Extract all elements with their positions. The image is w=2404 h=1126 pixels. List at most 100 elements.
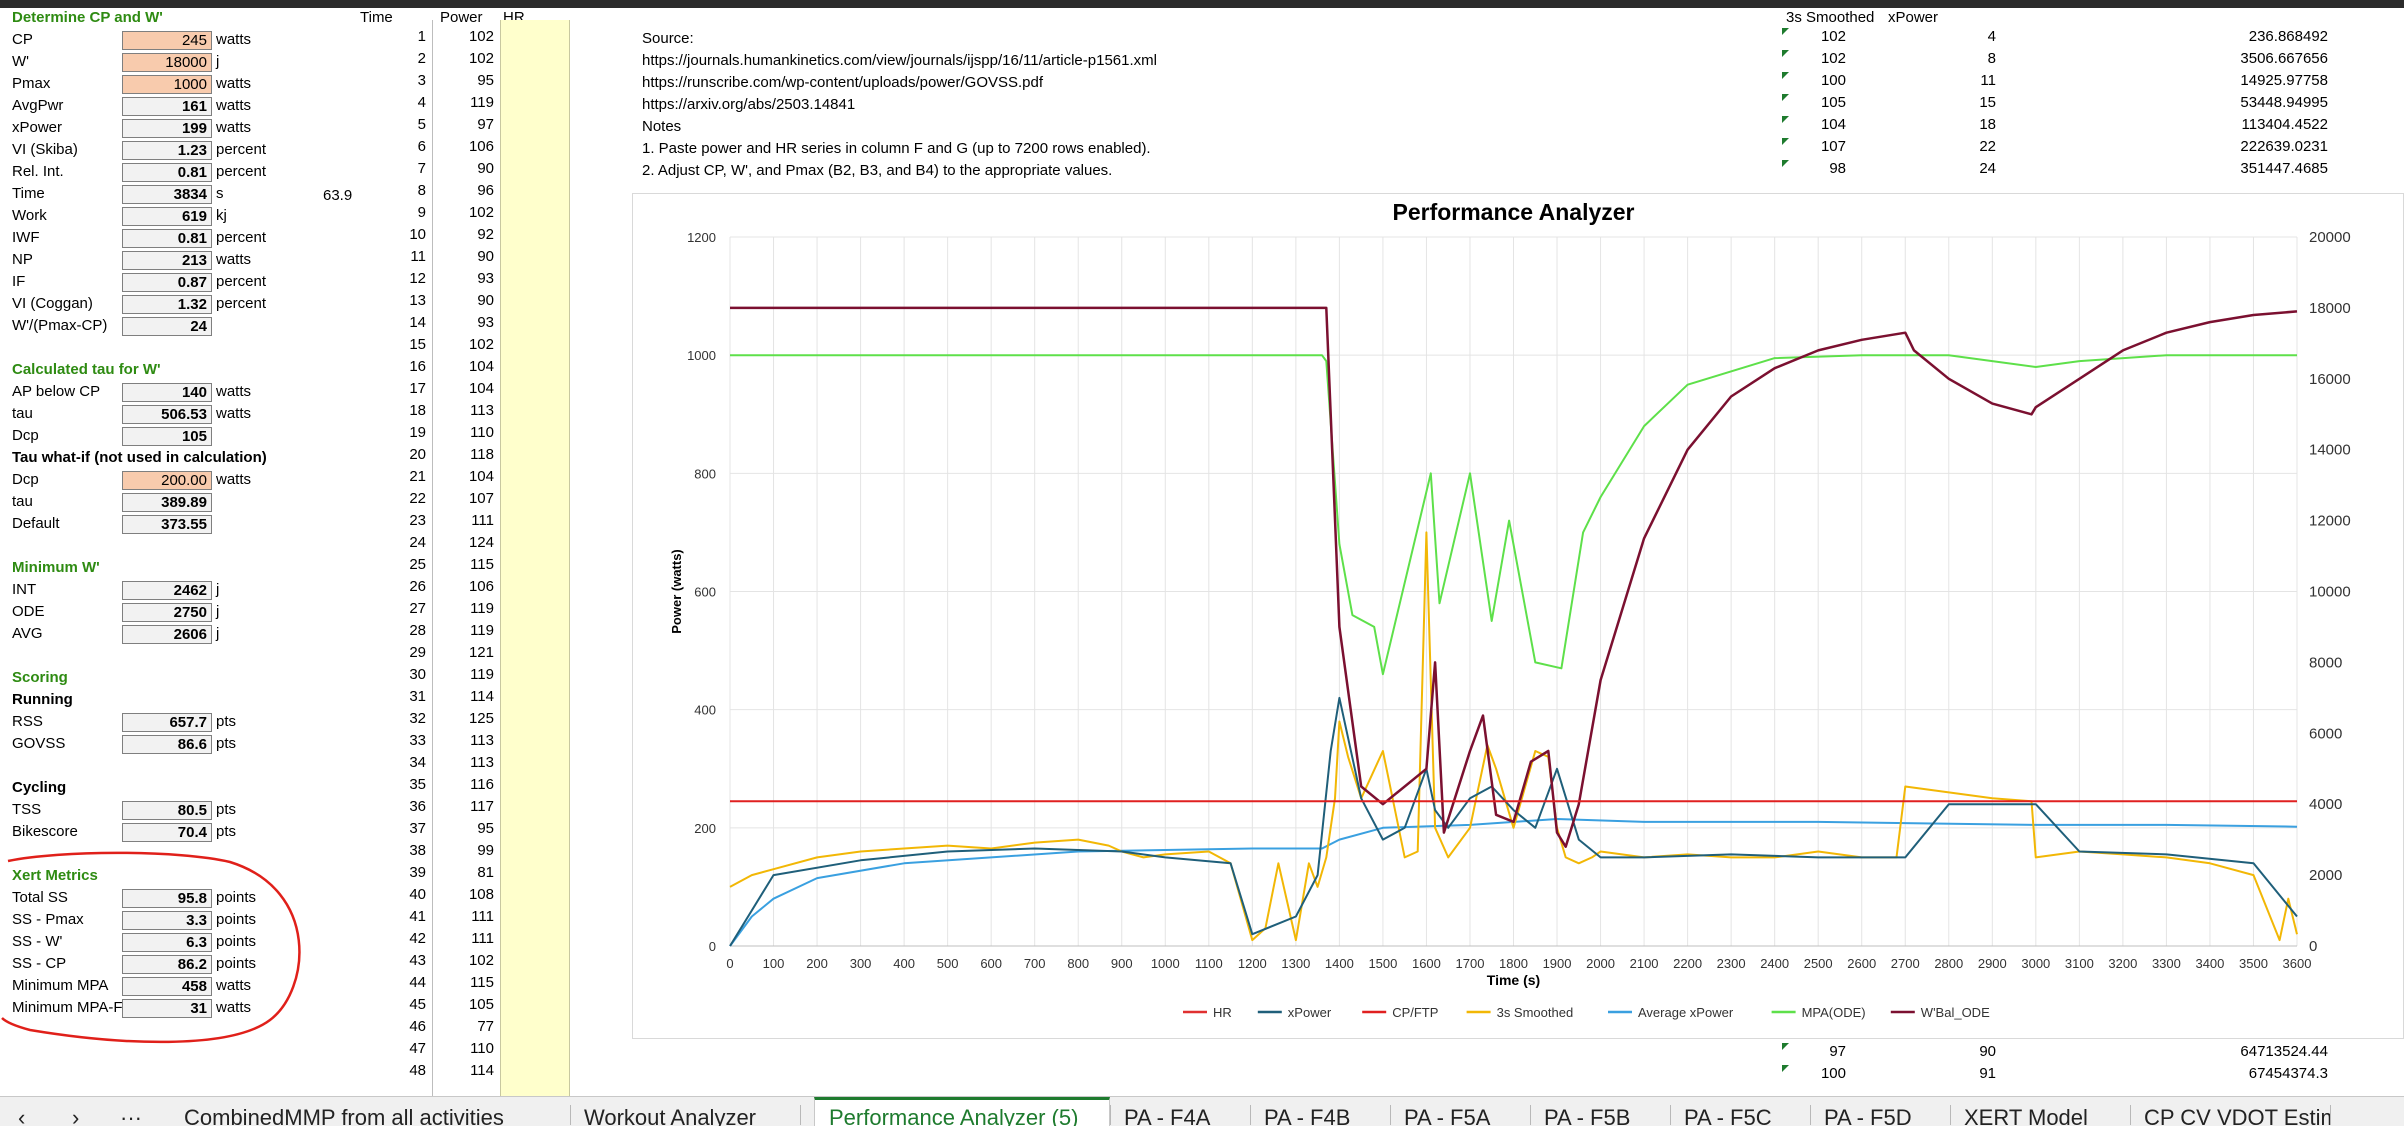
metric-label[interactable]: AvgPwr — [12, 97, 64, 114]
time-cell[interactable]: 15 — [409, 336, 426, 353]
power-cell[interactable]: 93 — [477, 270, 494, 287]
metric-label[interactable]: TSS — [12, 801, 42, 818]
metric-value[interactable]: 373.55 — [122, 515, 212, 534]
time-cell[interactable]: 28 — [409, 622, 426, 639]
section-heading[interactable]: Cycling — [12, 779, 67, 796]
table-cell[interactable]: 222639.0231 — [2240, 138, 2328, 155]
error-indicator-icon[interactable] — [1782, 28, 1789, 35]
power-cell[interactable]: 116 — [470, 776, 494, 793]
metric-value[interactable]: 1.32 — [122, 295, 212, 314]
table-cell[interactable]: 24 — [1979, 160, 1996, 177]
metric-value[interactable]: 86.6 — [122, 735, 212, 754]
error-indicator-icon[interactable] — [1782, 138, 1789, 145]
metric-value[interactable]: 80.5 — [122, 801, 212, 820]
power-cell[interactable]: 107 — [468, 490, 494, 507]
metric-value[interactable]: 3.3 — [122, 911, 212, 930]
power-cell[interactable]: 110 — [470, 424, 494, 441]
metric-value[interactable]: 6.3 — [122, 933, 212, 952]
metric-value[interactable]: 506.53 — [122, 405, 212, 424]
metric-value[interactable]: 95.8 — [122, 889, 212, 908]
metric-label[interactable]: tau — [12, 405, 33, 422]
power-cell[interactable]: 124 — [468, 534, 494, 551]
table-cell[interactable]: 18 — [1979, 116, 1996, 133]
source-link-2[interactable]: https://runscribe.com/wp-content/uploads… — [642, 74, 1044, 91]
metric-label[interactable]: SS - W' — [12, 933, 63, 950]
sheet-tab[interactable]: PA - F5B — [1544, 1105, 1631, 1126]
power-cell[interactable]: 95 — [477, 820, 494, 837]
power-cell[interactable]: 102 — [468, 204, 494, 221]
power-cell[interactable]: 102 — [468, 28, 494, 45]
metric-label[interactable]: W' — [12, 53, 30, 70]
time-minutes-cell[interactable]: 63.9 — [323, 187, 353, 204]
source-link-3[interactable]: https://arxiv.org/abs/2503.14841 — [642, 96, 856, 113]
metric-label[interactable]: NP — [12, 251, 33, 268]
time-cell[interactable]: 7 — [417, 160, 426, 177]
table-cell[interactable]: 14925.97758 — [2240, 72, 2328, 89]
smoothed-column-header[interactable]: 3s Smoothed — [1786, 9, 1875, 26]
metric-value[interactable]: 619 — [122, 207, 212, 226]
time-cell[interactable]: 10 — [409, 226, 426, 243]
table-cell[interactable]: 98 — [1829, 160, 1846, 177]
table-cell[interactable]: 15 — [1979, 94, 1996, 111]
sheet-tab[interactable]: PA - F5D — [1824, 1105, 1912, 1126]
time-cell[interactable]: 6 — [417, 138, 426, 155]
metric-label[interactable]: Minimum MPA — [12, 977, 109, 994]
metric-value[interactable]: 1000 — [122, 75, 212, 94]
time-cell[interactable]: 41 — [409, 908, 426, 925]
metric-value[interactable]: 3834 — [122, 185, 212, 204]
error-indicator-icon[interactable] — [1782, 94, 1789, 101]
power-cell[interactable]: 81 — [477, 864, 494, 881]
time-cell[interactable]: 3 — [417, 72, 426, 89]
power-cell[interactable]: 104 — [468, 468, 494, 485]
power-cell[interactable]: 96 — [477, 182, 494, 199]
table-cell[interactable]: 104 — [1820, 116, 1846, 133]
power-cell[interactable]: 102 — [468, 952, 494, 969]
table-cell[interactable]: 22 — [1979, 138, 1996, 155]
time-cell[interactable]: 2 — [417, 50, 426, 67]
time-cell[interactable]: 26 — [409, 578, 426, 595]
sheet-tab[interactable]: PA - F5C — [1684, 1105, 1772, 1126]
time-cell[interactable]: 43 — [409, 952, 426, 969]
metric-value[interactable]: 24 — [122, 317, 212, 336]
power-cell[interactable]: 113 — [470, 732, 494, 749]
metric-value[interactable]: 2606 — [122, 625, 212, 644]
metric-label[interactable]: ODE — [12, 603, 45, 620]
xpower-column-header[interactable]: xPower — [1888, 9, 1939, 26]
metric-value[interactable]: 389.89 — [122, 493, 212, 512]
power-cell[interactable]: 106 — [468, 138, 494, 155]
time-cell[interactable]: 34 — [409, 754, 426, 771]
power-cell[interactable]: 117 — [470, 798, 494, 815]
time-cell[interactable]: 12 — [409, 270, 426, 287]
error-indicator-icon[interactable] — [1782, 1065, 1789, 1072]
metric-value[interactable]: 200.00 — [122, 471, 212, 490]
section-heading[interactable]: Scoring — [12, 669, 68, 686]
time-cell[interactable]: 47 — [409, 1040, 426, 1057]
power-cell[interactable]: 93 — [477, 314, 494, 331]
time-cell[interactable]: 38 — [409, 842, 426, 859]
metric-value[interactable]: 0.81 — [122, 163, 212, 182]
tab-scroll-right-button[interactable]: › — [72, 1105, 80, 1126]
table-cell[interactable]: 11 — [1980, 72, 1996, 89]
table-cell[interactable]: 97 — [1829, 1043, 1846, 1060]
time-cell[interactable]: 8 — [417, 182, 426, 199]
table-cell[interactable]: 3506.667656 — [2240, 50, 2328, 67]
sheet-tab[interactable]: CP CV VDOT Estim — [2144, 1105, 2330, 1126]
table-cell[interactable]: 100 — [1820, 1065, 1846, 1082]
power-cell[interactable]: 111 — [471, 512, 494, 529]
error-indicator-icon[interactable] — [1782, 160, 1789, 167]
time-cell[interactable]: 27 — [409, 600, 426, 617]
metric-label[interactable]: IF — [12, 273, 26, 290]
metric-value[interactable]: 1.23 — [122, 141, 212, 160]
metric-value[interactable]: 2462 — [122, 581, 212, 600]
time-cell[interactable]: 17 — [409, 380, 426, 397]
power-cell[interactable]: 90 — [477, 160, 494, 177]
metric-value[interactable]: 2750 — [122, 603, 212, 622]
time-cell[interactable]: 20 — [409, 446, 426, 463]
error-indicator-icon[interactable] — [1782, 116, 1789, 123]
metric-label[interactable]: SS - Pmax — [12, 911, 84, 928]
power-cell[interactable]: 115 — [470, 974, 494, 991]
power-cell[interactable]: 92 — [477, 226, 494, 243]
power-cell[interactable]: 119 — [470, 622, 494, 639]
power-cell[interactable]: 118 — [470, 446, 494, 463]
metric-value[interactable]: 105 — [122, 427, 212, 446]
